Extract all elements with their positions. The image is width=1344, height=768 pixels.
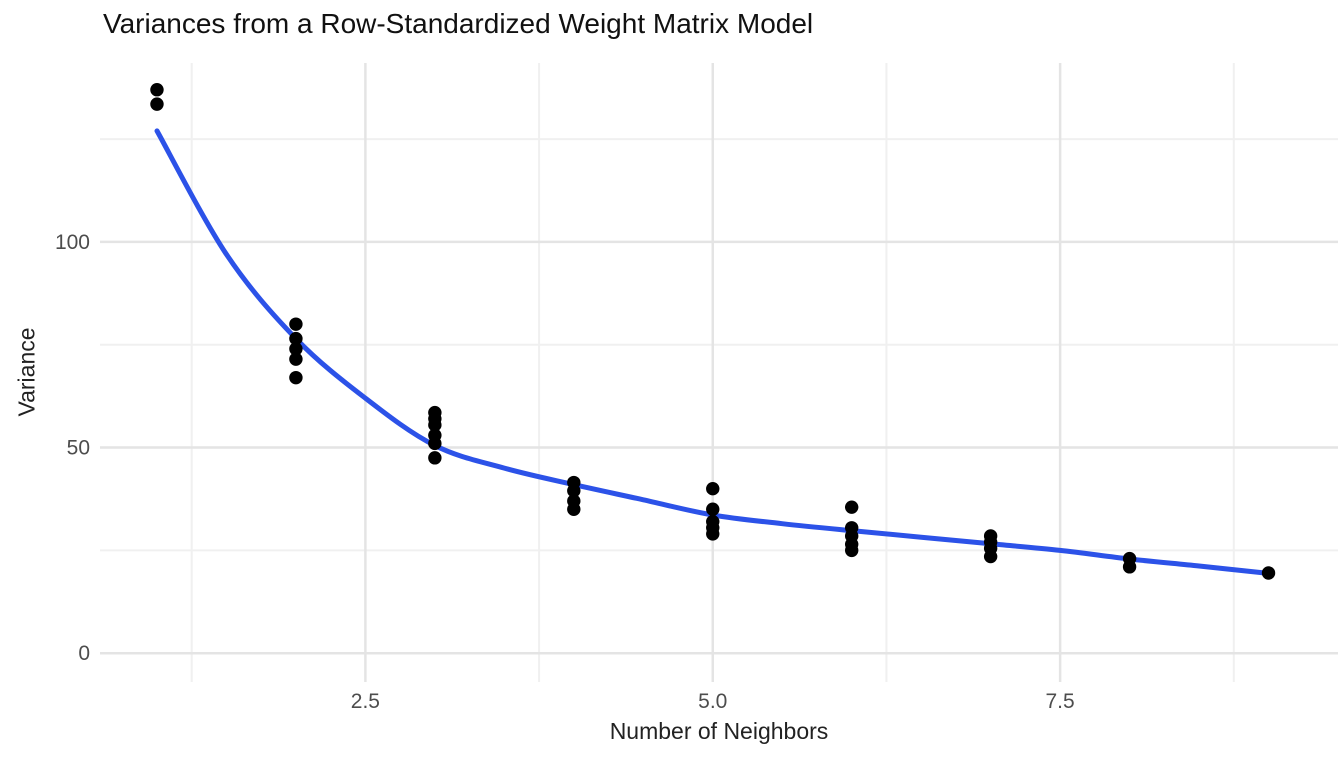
data-point (150, 83, 164, 97)
y-tick-label: 100 (55, 231, 90, 254)
data-point (706, 527, 720, 541)
grid-major (100, 63, 1338, 682)
data-point (983, 549, 998, 564)
grid-minor (100, 63, 1338, 682)
data-point (289, 331, 303, 346)
x-tick-label: 7.5 (1046, 690, 1075, 713)
data-point (428, 436, 442, 451)
x-tick-label: 2.5 (351, 690, 380, 713)
chart-title: Variances from a Row-Standardized Weight… (103, 8, 814, 39)
data-point (428, 451, 442, 465)
x-tick-label: 5.0 (698, 690, 727, 713)
data-point (289, 352, 303, 366)
data-point (428, 418, 442, 432)
scatter-points (150, 83, 1276, 580)
data-point (150, 97, 164, 111)
data-point (289, 370, 303, 385)
data-point (706, 481, 720, 496)
data-point (289, 342, 303, 356)
data-point (567, 502, 581, 516)
y-tick-label: 0 (78, 642, 90, 665)
data-point (1122, 560, 1137, 574)
data-point (706, 502, 720, 516)
data-point (289, 317, 303, 331)
x-axis-title: Number of Neighbors (609, 718, 829, 744)
data-point (844, 543, 859, 558)
data-point (844, 500, 859, 514)
data-point (1261, 566, 1276, 580)
data-point (567, 484, 581, 498)
tick-labels: 0 50 100 2.5 5.0 7.5 (55, 231, 1075, 713)
y-tick-label: 50 (67, 437, 90, 460)
smooth-fit-line (154, 128, 1271, 576)
